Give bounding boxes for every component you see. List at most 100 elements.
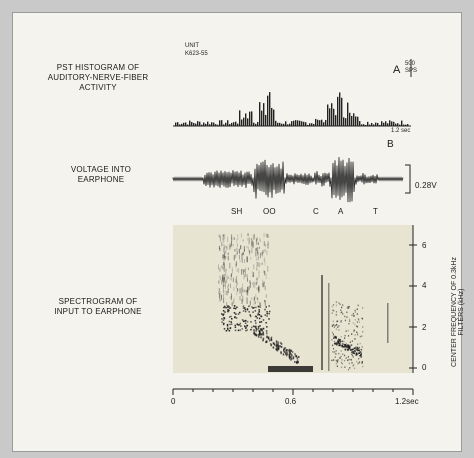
spectrogram-mark bbox=[224, 311, 226, 313]
spectrogram-mark bbox=[233, 307, 236, 309]
spectrogram-mark bbox=[280, 341, 282, 344]
spectrogram-mark bbox=[222, 255, 224, 259]
spectrogram-mark bbox=[341, 311, 343, 313]
spectrogram-mark bbox=[224, 290, 226, 295]
spectrogram-mark bbox=[263, 281, 265, 284]
spectrogram-mark bbox=[223, 237, 225, 243]
spectrogram-mark bbox=[223, 244, 225, 247]
spectrogram-mark bbox=[251, 247, 253, 254]
spectrogram-mark bbox=[233, 297, 235, 304]
spectrogram-mark bbox=[223, 317, 226, 320]
x-tick-label: 0 bbox=[171, 397, 176, 406]
spectrogram-mark bbox=[338, 338, 340, 340]
spectrogram-mark bbox=[248, 285, 250, 290]
spectrogram-mark bbox=[233, 305, 236, 307]
spectrogram-mark bbox=[221, 321, 223, 323]
spectrogram-mark bbox=[351, 314, 353, 317]
spectrogram-mark bbox=[244, 271, 246, 277]
spectrogram-mark bbox=[358, 348, 360, 350]
histogram-bar bbox=[329, 108, 331, 126]
spectrogram-mark bbox=[251, 306, 253, 308]
spectrogram-mark bbox=[354, 334, 356, 336]
spectrogram-mark bbox=[227, 288, 229, 294]
histogram-bar bbox=[321, 119, 323, 126]
spectrogram-mark bbox=[264, 314, 267, 316]
spectrogram-mark bbox=[351, 340, 353, 342]
spectrogram-mark bbox=[336, 320, 339, 323]
histogram-bar bbox=[243, 117, 245, 126]
spectrogram-mark bbox=[247, 289, 249, 296]
spectrogram-mark bbox=[226, 302, 228, 307]
spectrogram-mark bbox=[349, 345, 351, 348]
spectrogram-mark bbox=[358, 352, 360, 354]
spectrogram-mark bbox=[289, 353, 291, 356]
spectrogram-mark bbox=[254, 282, 256, 289]
spectrogram-mark bbox=[264, 271, 266, 276]
spectrogram-mark bbox=[359, 342, 361, 345]
spectrogram-mark bbox=[243, 274, 245, 280]
spectrogram-mark bbox=[331, 344, 334, 347]
spectrogram-mark bbox=[345, 342, 347, 345]
spectrogram-mark bbox=[266, 336, 268, 339]
spectrogram-mark bbox=[232, 277, 234, 283]
histogram-bar bbox=[249, 111, 251, 126]
spectrogram-mark bbox=[257, 250, 259, 256]
spectrogram-mark bbox=[332, 304, 335, 306]
spectrogram-mark bbox=[230, 244, 232, 248]
spectrogram-mark bbox=[258, 302, 260, 308]
spectrogram-mark bbox=[260, 321, 263, 323]
spectrogram-mark bbox=[228, 316, 231, 318]
histogram-bar bbox=[199, 121, 201, 126]
spectrogram-mark bbox=[358, 346, 360, 349]
spectrogram-mark bbox=[360, 354, 362, 357]
spectrogram-mark bbox=[248, 237, 250, 242]
spectrogram-mark bbox=[335, 362, 337, 365]
spectrogram-mark bbox=[290, 358, 292, 361]
spectrogram-mark bbox=[349, 349, 352, 351]
spectrogram-mark bbox=[256, 247, 258, 251]
spectrogram-mark bbox=[354, 309, 356, 312]
spectrogram-mark bbox=[239, 296, 241, 301]
histogram-bar bbox=[385, 121, 387, 126]
histogram-bar bbox=[277, 122, 279, 126]
spectrogram-mark bbox=[236, 291, 238, 296]
histogram-bar bbox=[189, 120, 191, 126]
spectrogram-mark bbox=[342, 304, 344, 306]
spectrogram-mark bbox=[222, 323, 225, 326]
spectrogram-mark bbox=[224, 305, 226, 308]
spectrogram-mark bbox=[231, 318, 233, 320]
histogram-bar bbox=[389, 120, 391, 126]
spectrogram-mark bbox=[260, 315, 262, 317]
spectrogram-mark bbox=[360, 356, 363, 358]
spectrogram-mark bbox=[228, 283, 230, 287]
spectrogram-mark bbox=[258, 309, 260, 311]
x-tick-label: 0.6 bbox=[285, 397, 297, 406]
spectrogram-mark bbox=[241, 299, 243, 304]
spectrogram-mark bbox=[347, 335, 350, 337]
spectrogram-mark bbox=[282, 353, 285, 356]
spectrogram-mark bbox=[233, 286, 235, 292]
spectrogram-mark bbox=[265, 243, 267, 247]
histogram-bar bbox=[197, 121, 199, 126]
spectrogram-mark bbox=[258, 286, 260, 292]
spectrogram-mark bbox=[348, 305, 351, 308]
spectrogram-mark bbox=[223, 263, 225, 267]
spectrogram-mark bbox=[263, 270, 265, 274]
spectrogram-mark bbox=[341, 306, 343, 309]
spectrogram-mark bbox=[225, 256, 227, 259]
spectrogram-mark bbox=[256, 277, 258, 281]
spectrogram-mark bbox=[239, 260, 241, 263]
spectrogram-mark bbox=[340, 321, 342, 323]
spectrogram-mark bbox=[362, 331, 364, 333]
spectrogram-mark bbox=[242, 251, 244, 255]
spectrogram-mark bbox=[358, 361, 361, 363]
spectrogram-mark bbox=[259, 333, 261, 336]
spectrogram-mark bbox=[258, 317, 261, 320]
histogram-bar bbox=[395, 123, 397, 126]
spectrogram-mark bbox=[255, 281, 257, 286]
spectrogram-mark bbox=[260, 302, 262, 309]
spectrogram-mark bbox=[223, 251, 225, 258]
spectrogram-mark bbox=[225, 268, 227, 271]
spectrogram-mark bbox=[345, 330, 347, 332]
spectrogram-mark bbox=[340, 311, 342, 314]
